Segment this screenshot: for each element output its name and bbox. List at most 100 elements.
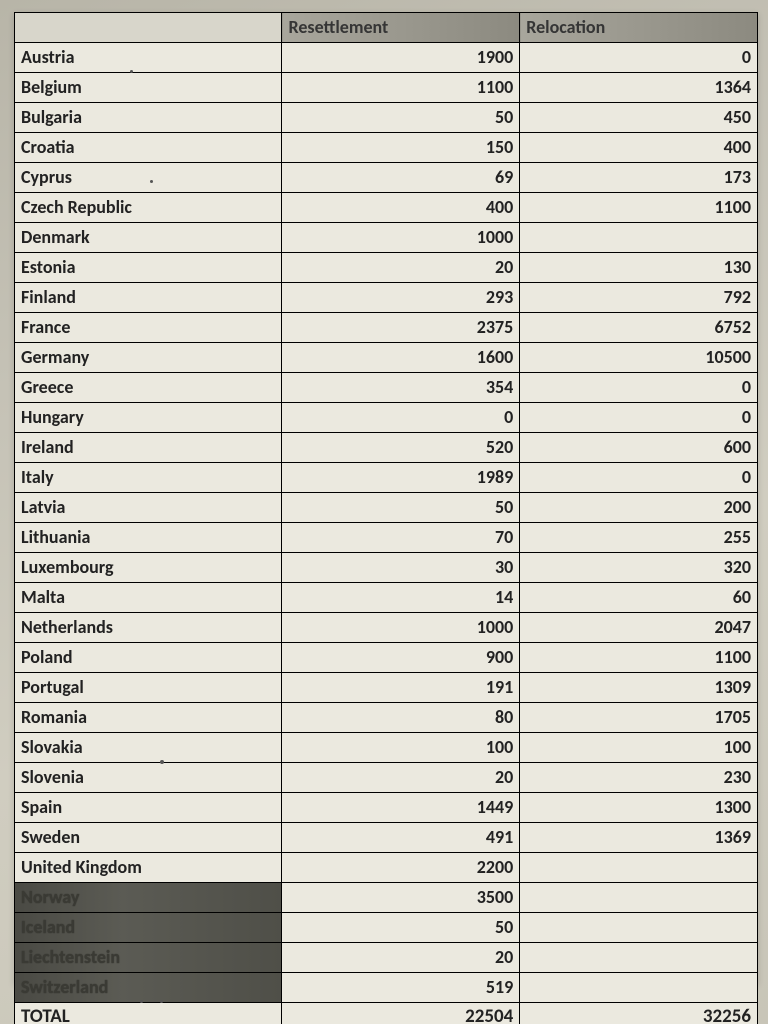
cell-country: Finland (15, 283, 282, 313)
cell-relocation: 1100 (520, 193, 758, 223)
cell-country: Cyprus (15, 163, 282, 193)
cell-relocation: 100 (520, 733, 758, 763)
cell-country: Latvia (15, 493, 282, 523)
table-row: Sweden4911369 (15, 823, 758, 853)
total-label: TOTAL (15, 1003, 282, 1024)
cell-country: Iceland (15, 913, 282, 943)
cell-relocation: 600 (520, 433, 758, 463)
cell-relocation: 10500 (520, 343, 758, 373)
table-row: Estonia20130 (15, 253, 758, 283)
cell-country: Sweden (15, 823, 282, 853)
table-row: Portugal1911309 (15, 673, 758, 703)
speck (150, 180, 153, 183)
table-body: Austria19000Belgium11001364Bulgaria50450… (15, 43, 758, 1024)
cell-resettlement: 100 (282, 733, 520, 763)
header-row: Resettlement Relocation (15, 13, 758, 43)
cell-resettlement: 400 (282, 193, 520, 223)
table-row: Netherlands10002047 (15, 613, 758, 643)
cell-resettlement: 150 (282, 133, 520, 163)
cell-resettlement: 2375 (282, 313, 520, 343)
cell-resettlement: 1000 (282, 613, 520, 643)
table-row: Hungary00 (15, 403, 758, 433)
cell-relocation: 1364 (520, 73, 758, 103)
cell-country: United Kingdom (15, 853, 282, 883)
cell-relocation: 60 (520, 583, 758, 613)
cell-resettlement: 70 (282, 523, 520, 553)
cell-relocation: 173 (520, 163, 758, 193)
cell-country: Croatia (15, 133, 282, 163)
table-row: Czech Republic4001100 (15, 193, 758, 223)
cell-relocation: 200 (520, 493, 758, 523)
cell-resettlement: 1100 (282, 73, 520, 103)
cell-relocation: 0 (520, 373, 758, 403)
cell-relocation: 6752 (520, 313, 758, 343)
cell-relocation (520, 853, 758, 883)
cell-resettlement: 520 (282, 433, 520, 463)
total-resettlement: 22504 (282, 1003, 520, 1024)
cell-country: Portugal (15, 673, 282, 703)
cell-resettlement: 50 (282, 913, 520, 943)
cell-country: Germany (15, 343, 282, 373)
header-resettlement: Resettlement (282, 13, 520, 43)
cell-country: Luxembourg (15, 553, 282, 583)
cell-relocation: 0 (520, 43, 758, 73)
cell-resettlement: 50 (282, 493, 520, 523)
table-row: Bulgaria50450 (15, 103, 758, 133)
cell-country: Liechtenstein (15, 943, 282, 973)
cell-country: Estonia (15, 253, 282, 283)
speck (140, 1000, 143, 1003)
cell-relocation: 2047 (520, 613, 758, 643)
table-row: Greece3540 (15, 373, 758, 403)
table-row: Croatia150400 (15, 133, 758, 163)
cell-country: Belgium (15, 73, 282, 103)
cell-country: Slovakia (15, 733, 282, 763)
cell-relocation: 255 (520, 523, 758, 553)
table-row: Poland9001100 (15, 643, 758, 673)
table-row: Slovenia20230 (15, 763, 758, 793)
table-row: Switzerland519 (15, 973, 758, 1003)
cell-resettlement: 1600 (282, 343, 520, 373)
cell-relocation: 400 (520, 133, 758, 163)
table-row: France23756752 (15, 313, 758, 343)
table-row: Slovakia100100 (15, 733, 758, 763)
cell-resettlement: 900 (282, 643, 520, 673)
table-row: Belgium11001364 (15, 73, 758, 103)
paper-sheet: Resettlement Relocation Austria19000Belg… (14, 12, 758, 984)
cell-resettlement: 519 (282, 973, 520, 1003)
cell-country: Netherlands (15, 613, 282, 643)
table-row: Denmark1000 (15, 223, 758, 253)
cell-country: Italy (15, 463, 282, 493)
cell-country: Norway (15, 883, 282, 913)
table-row: Austria19000 (15, 43, 758, 73)
table-row: Iceland50 (15, 913, 758, 943)
cell-country: Denmark (15, 223, 282, 253)
cell-relocation: 1369 (520, 823, 758, 853)
cell-relocation (520, 913, 758, 943)
table-row: Cyprus69173 (15, 163, 758, 193)
table-row: Ireland520600 (15, 433, 758, 463)
cell-resettlement: 1000 (282, 223, 520, 253)
cell-country: Malta (15, 583, 282, 613)
cell-relocation: 0 (520, 463, 758, 493)
cell-country: Hungary (15, 403, 282, 433)
cell-country: Austria (15, 43, 282, 73)
cell-relocation: 450 (520, 103, 758, 133)
table-row: Latvia50200 (15, 493, 758, 523)
header-country (15, 13, 282, 43)
cell-relocation (520, 973, 758, 1003)
cell-country: Greece (15, 373, 282, 403)
cell-resettlement: 3500 (282, 883, 520, 913)
cell-resettlement: 354 (282, 373, 520, 403)
cell-resettlement: 14 (282, 583, 520, 613)
cell-country: Bulgaria (15, 103, 282, 133)
speck (160, 1000, 163, 1003)
cell-resettlement: 50 (282, 103, 520, 133)
cell-relocation (520, 883, 758, 913)
total-row: TOTAL2250432256 (15, 1003, 758, 1024)
header-relocation: Relocation (520, 13, 758, 43)
cell-country: Slovenia (15, 763, 282, 793)
cell-country: Poland (15, 643, 282, 673)
total-relocation: 32256 (520, 1003, 758, 1024)
cell-relocation: 130 (520, 253, 758, 283)
table-row: Norway3500 (15, 883, 758, 913)
